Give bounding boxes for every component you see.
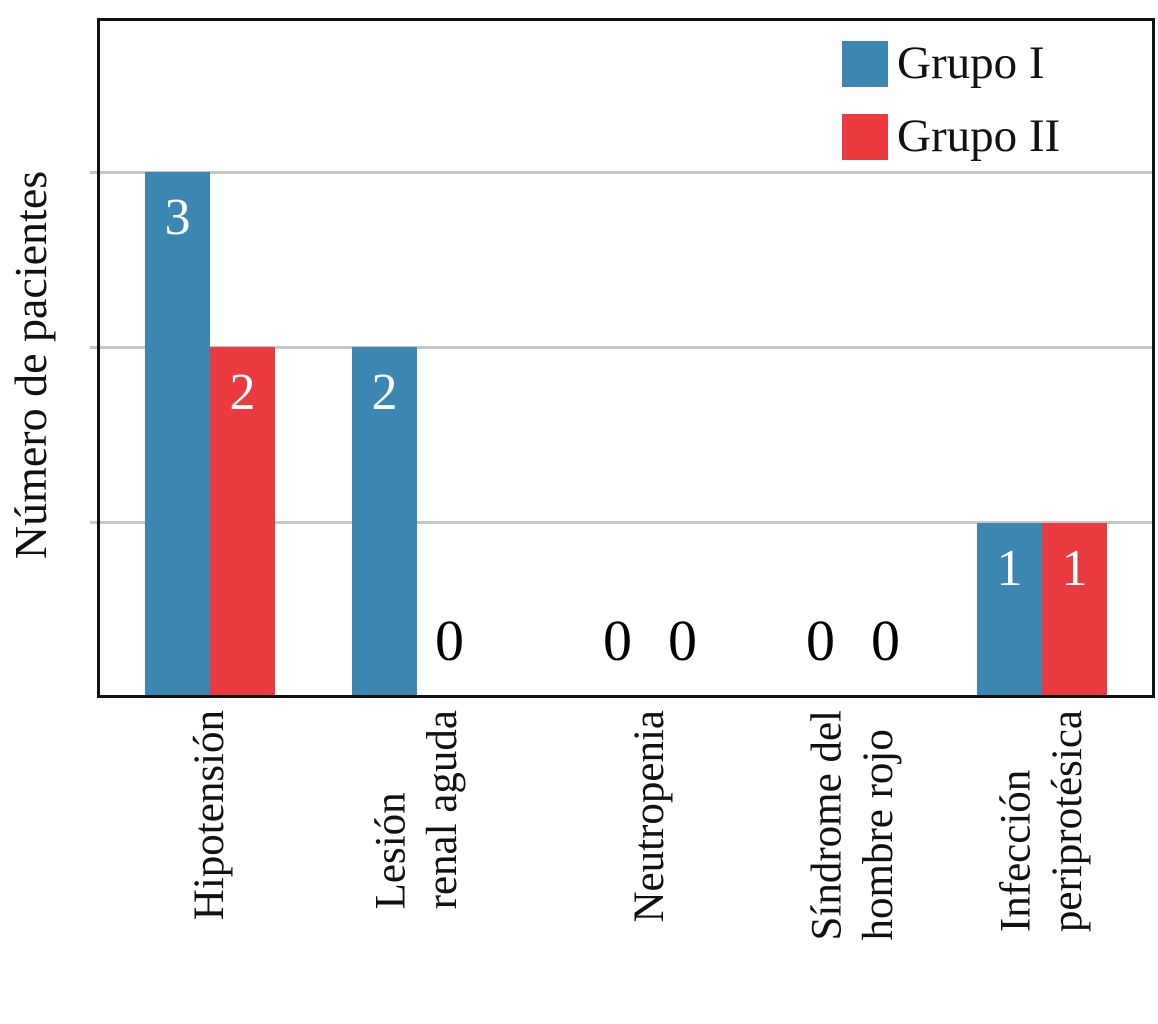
- x-axis-label: Neutropenia: [626, 710, 674, 923]
- gridline: [90, 346, 1155, 349]
- x-axis-label: Infección periprotésica: [992, 710, 1091, 933]
- legend-label-grupo-ii: Grupo II: [897, 110, 1061, 162]
- zero-value-label: 0: [871, 608, 900, 673]
- x-axis-label: Síndrome del hombre rojo: [803, 710, 902, 941]
- legend-item-grupo-i: Grupo I: [842, 40, 1060, 87]
- bar: [352, 347, 417, 698]
- bar-value-label: 1: [1061, 540, 1088, 597]
- zero-value-label: 0: [668, 608, 697, 673]
- bar-value-label: 1: [996, 540, 1023, 597]
- bar-value-label: 2: [229, 364, 256, 421]
- bar: [977, 523, 1042, 698]
- legend-label-grupo-i: Grupo I: [897, 37, 1045, 89]
- zero-value-label: 0: [435, 608, 464, 673]
- gridline: [90, 521, 1155, 524]
- bar-value-label: 3: [164, 189, 191, 246]
- bar: [1042, 523, 1107, 698]
- gridline: [90, 171, 1155, 174]
- legend-item-grupo-ii: Grupo II: [842, 113, 1060, 160]
- legend-swatch-grupo-ii-icon: [842, 113, 888, 160]
- legend: Grupo I Grupo II: [842, 40, 1060, 186]
- zero-value-label: 0: [806, 608, 835, 673]
- x-axis-label: Lesión renal aguda: [367, 710, 466, 910]
- y-axis-title: Número de pacientes: [5, 170, 56, 560]
- x-axis-label: Hipotensión: [186, 710, 234, 921]
- bar: [210, 347, 275, 698]
- bar: [145, 172, 210, 698]
- zero-value-label: 0: [603, 608, 632, 673]
- legend-swatch-grupo-i-icon: [842, 40, 888, 87]
- bar-value-label: 2: [371, 364, 398, 421]
